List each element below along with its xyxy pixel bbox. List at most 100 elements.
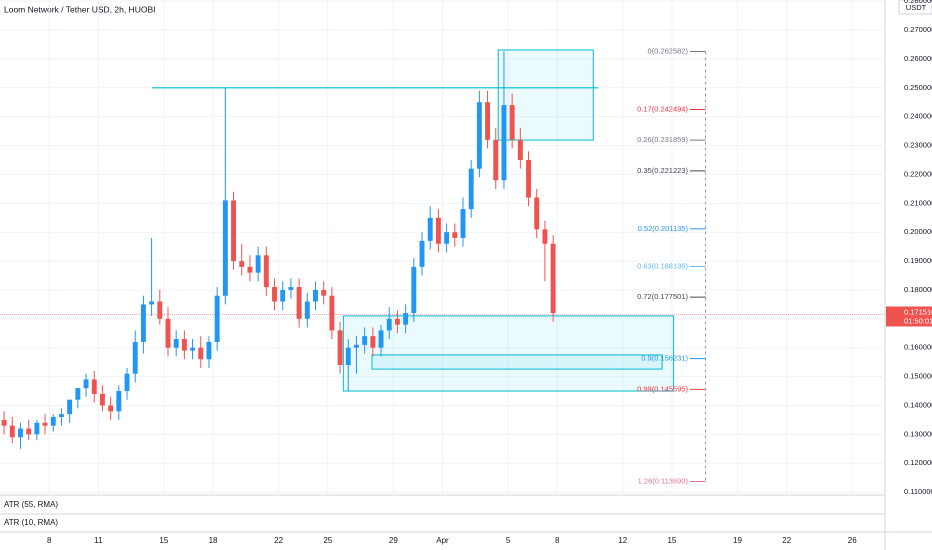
last-price-tag — [886, 306, 932, 327]
candle-body — [411, 266, 417, 314]
candle-body — [91, 379, 97, 394]
candle-body — [231, 200, 236, 262]
fib-label: 0.63(0.188136) — [637, 261, 688, 270]
x-tick-label: 8 — [555, 536, 560, 545]
currency: USDT — [906, 3, 927, 12]
fib-label: 0.72(0.177501) — [637, 292, 688, 301]
candle-body — [337, 330, 343, 366]
candle-body — [329, 295, 335, 331]
candle-body — [116, 391, 122, 412]
indicator-label: ATR (55, RMA) — [4, 500, 58, 509]
candle-body — [272, 287, 277, 302]
candle-body — [9, 425, 15, 438]
fib-label: 0(0.262582) — [648, 46, 689, 55]
candle-body — [550, 243, 556, 314]
candle-body — [108, 405, 114, 412]
candle-body — [509, 105, 515, 140]
candle-body — [149, 301, 155, 305]
candle-body — [222, 200, 228, 296]
candle-body — [468, 168, 474, 210]
fib-label: 0.9(0.156231) — [641, 354, 688, 363]
candle-body — [501, 105, 507, 181]
candle-body — [173, 339, 179, 348]
x-tick-label: 8 — [47, 536, 52, 545]
fib-label: 0.17(0.242494) — [637, 104, 688, 113]
x-tick-label: 22 — [782, 536, 791, 545]
candle-body — [534, 197, 540, 230]
candle-body — [386, 318, 392, 331]
candle-body — [493, 139, 499, 181]
x-tick-label: 5 — [506, 536, 511, 545]
candle-body — [42, 422, 48, 426]
candle-body — [206, 341, 212, 360]
candle-body — [18, 428, 23, 438]
candle-body — [517, 139, 523, 160]
candle-body — [435, 217, 441, 244]
fib-label: 1.26(0.113690) — [638, 476, 689, 485]
x-tick-label: 19 — [733, 536, 742, 545]
candle-body — [280, 289, 286, 302]
candle-body — [419, 240, 425, 267]
candle-body — [198, 347, 204, 360]
candle-body — [214, 295, 220, 342]
candle-body — [140, 304, 146, 342]
candle-body — [345, 347, 351, 366]
x-tick-label: 26 — [848, 536, 857, 545]
candle-body — [50, 417, 56, 426]
x-tick-label: Apr — [436, 536, 449, 545]
candle-body — [59, 414, 64, 418]
candle-body — [354, 344, 359, 348]
candle-body — [26, 428, 32, 435]
x-tick-label: 22 — [274, 536, 283, 545]
candle-body — [181, 339, 187, 351]
candle-body — [460, 209, 466, 238]
chart-title: Loom Network / Tether USD, 2h, HUOBI — [4, 4, 155, 14]
candle-body — [263, 255, 269, 288]
indicator-label: ATR (10, RMA) — [4, 518, 58, 527]
candle-body — [485, 102, 491, 140]
candle-body — [296, 287, 302, 319]
candle-body — [378, 330, 384, 348]
fib-label: 0.26(0.231859) — [637, 135, 688, 144]
x-tick-label: 11 — [94, 536, 103, 545]
candle-body — [34, 422, 40, 435]
countdown: 01:50:01 — [904, 316, 932, 325]
x-tick-label: 15 — [667, 536, 676, 545]
x-tick-label: 29 — [389, 536, 398, 545]
candle-body — [255, 255, 261, 273]
candle-body — [75, 388, 81, 400]
candle-body — [313, 289, 318, 302]
candle-body — [239, 261, 245, 267]
candle-body — [132, 341, 138, 374]
fib-label: 0.35(0.221223) — [637, 166, 688, 175]
candle-body — [452, 232, 458, 238]
candle-body — [370, 336, 376, 348]
candle-body — [321, 289, 327, 296]
candle-body — [304, 301, 310, 319]
candle-body — [247, 266, 253, 273]
candle-body — [427, 217, 433, 241]
candle-body — [476, 102, 482, 169]
candle-body — [444, 232, 450, 244]
candle-body — [83, 379, 89, 389]
x-tick-label: 18 — [209, 536, 218, 545]
candle-body — [362, 336, 368, 345]
candle-body — [403, 313, 409, 325]
x-tick-label: 15 — [159, 536, 168, 545]
candle-body — [526, 159, 531, 198]
